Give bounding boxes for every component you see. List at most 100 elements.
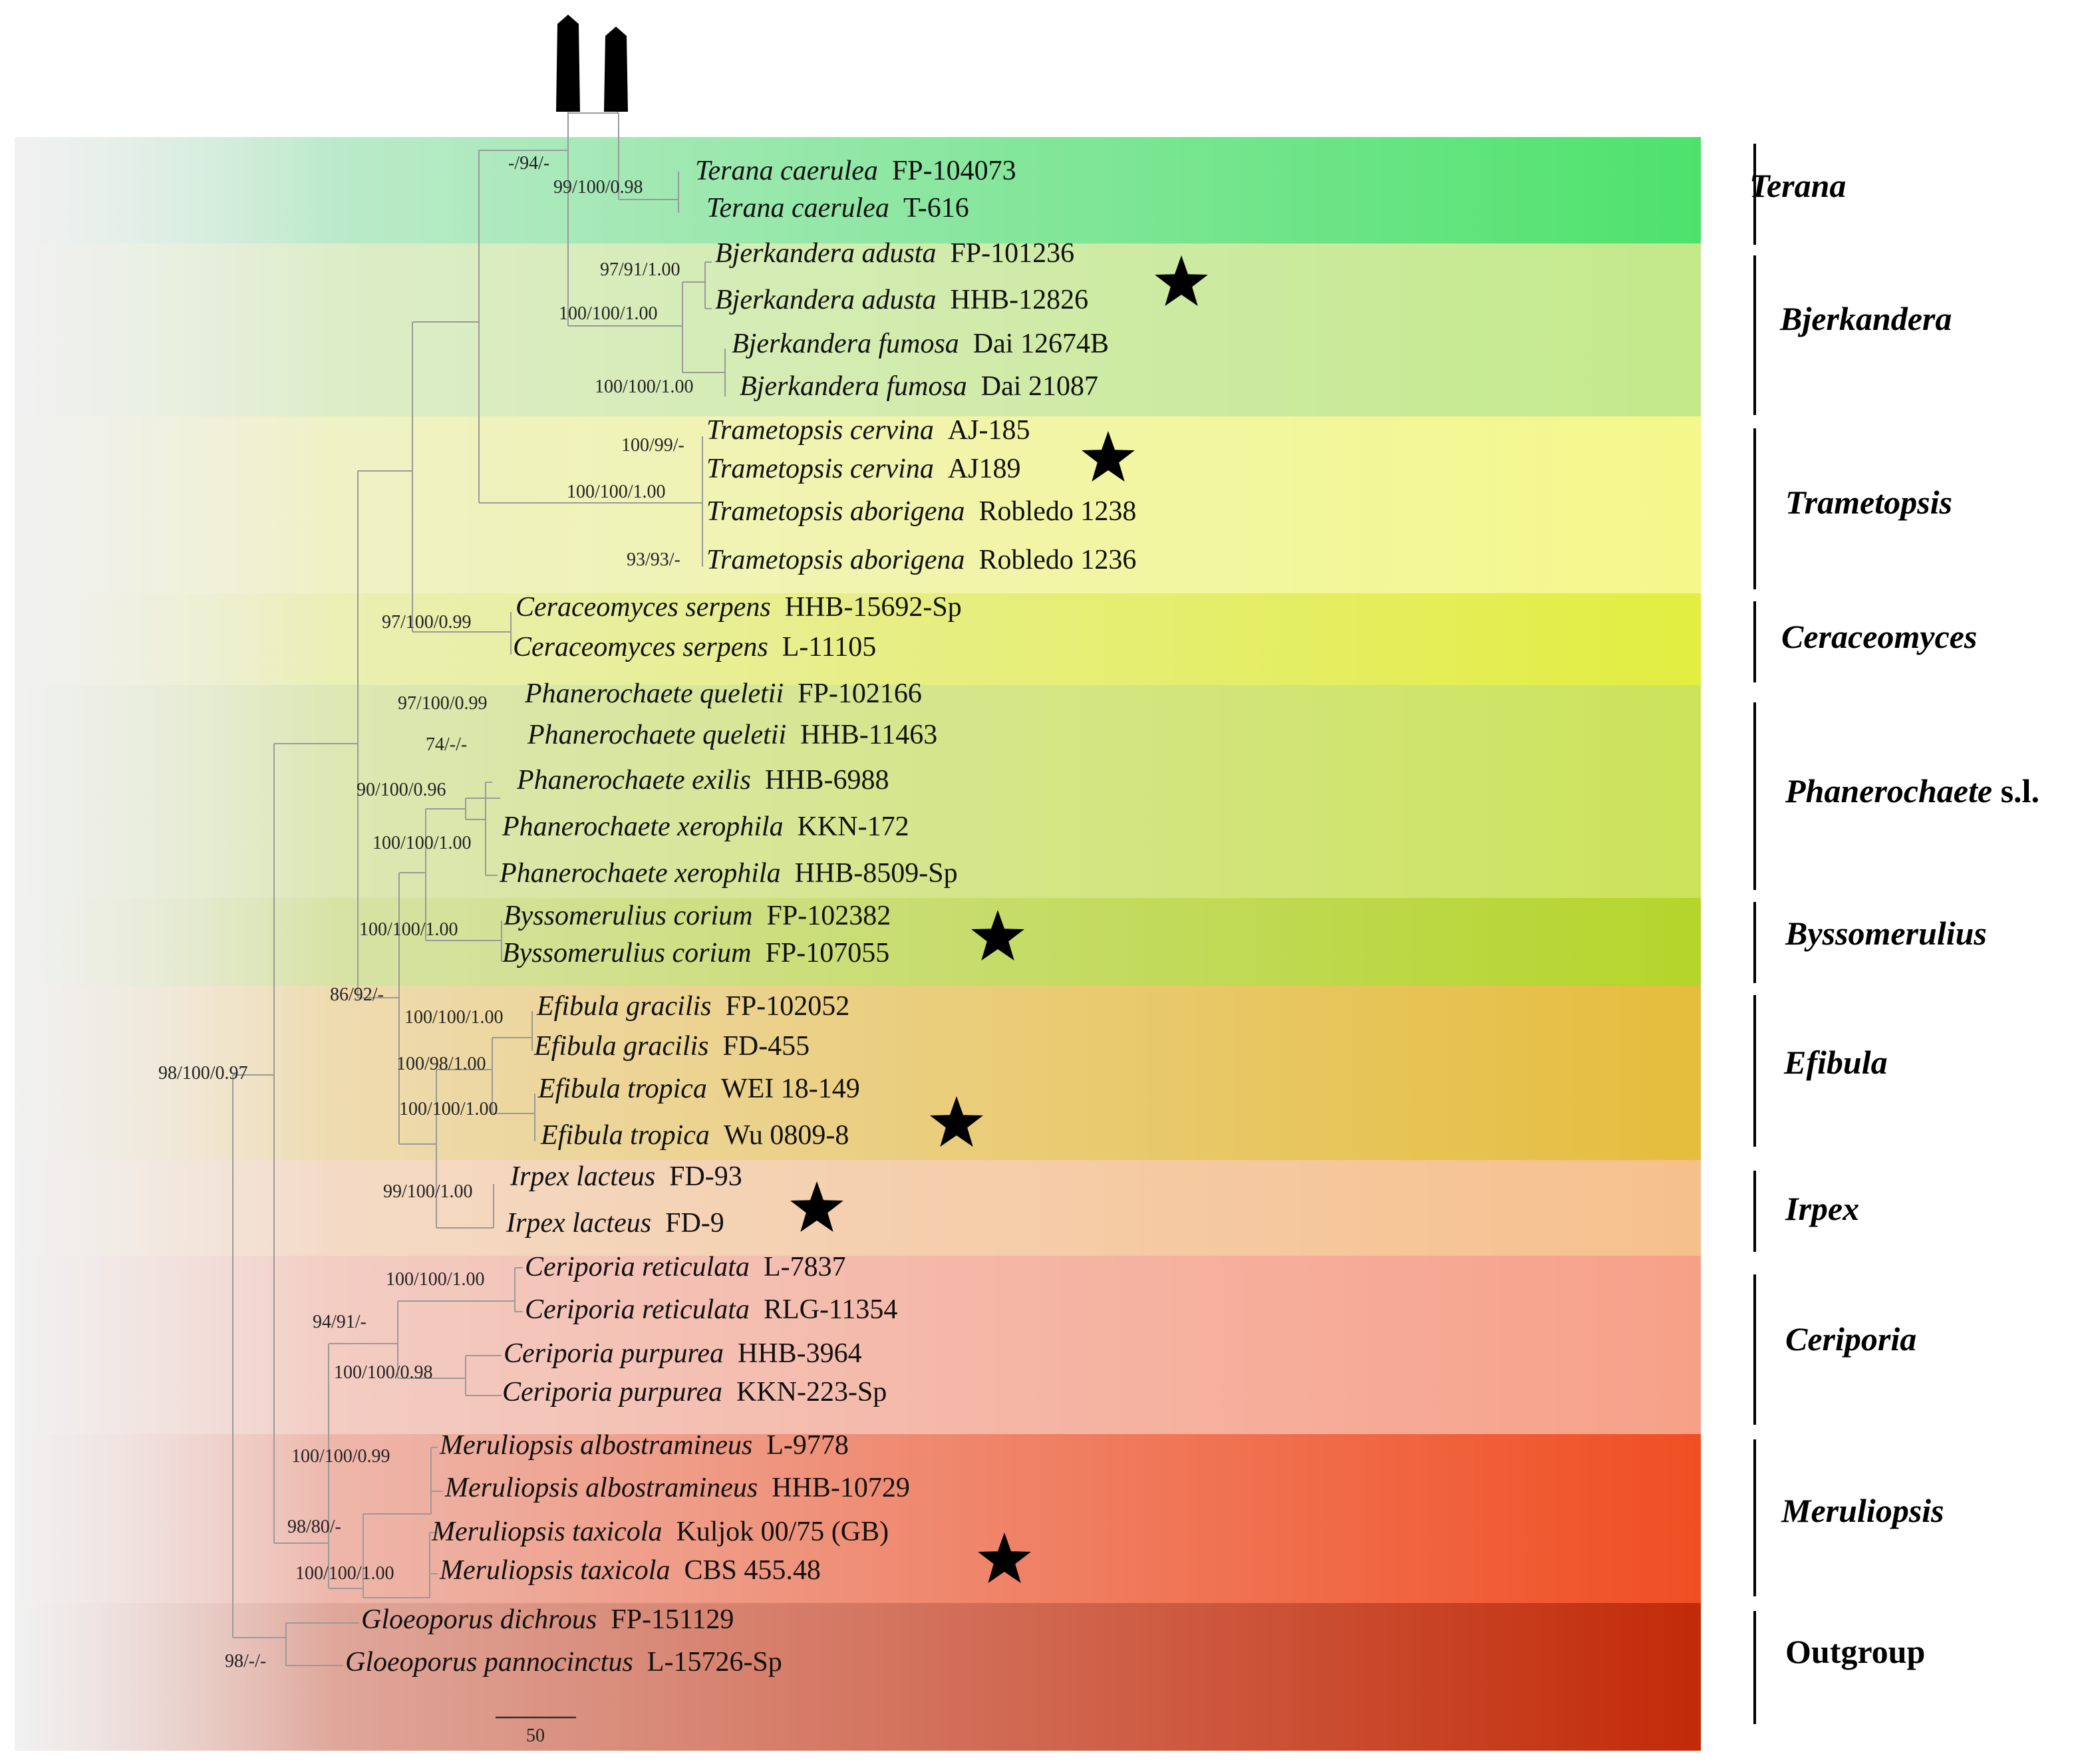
left-fade [15, 137, 334, 1751]
support-value: 100/98/1.00 [396, 1054, 486, 1074]
support-value: 93/93/- [627, 549, 680, 570]
support-value: 100/100/1.00 [404, 1007, 504, 1028]
taxon-species: Ceriporia reticulata [525, 1252, 750, 1282]
taxon-code: Wu 0809-8 [710, 1120, 849, 1151]
taxon-label: Irpex lacteus FD-9 [506, 1208, 724, 1239]
taxon-species: Efibula gracilis [533, 1031, 709, 1062]
taxon-code: FD-9 [651, 1208, 724, 1239]
taxon-label: Meruliopsis taxicola Kuljok 00/75 (GB) [431, 1517, 889, 1547]
clade-name: Trametopsis [1785, 484, 1952, 521]
taxon-species: Irpex lacteus [506, 1208, 651, 1239]
taxon-label: Byssomerulius corium FP-102382 [504, 901, 891, 931]
tree-branches [232, 100, 726, 1666]
taxon-label: Trametopsis aborigena Robledo 1238 [706, 496, 1136, 527]
taxon-species: Phanerochaete xerophila [502, 811, 784, 842]
taxon-label: Terana caerulea T-616 [706, 193, 969, 223]
clade-label: Efibula [1783, 1044, 1888, 1081]
taxon-label: Efibula gracilis FD-455 [533, 1031, 810, 1062]
support-value: -/94/- [508, 153, 549, 174]
taxon-species: Ceraceomyces serpens [513, 632, 768, 662]
taxon-label: Terana caerulea FP-104073 [695, 156, 1016, 186]
taxon-code: FP-101236 [936, 238, 1074, 269]
taxon-label: Ceraceomyces serpens HHB-15692-Sp [516, 592, 962, 623]
long-branch-arrows [556, 15, 628, 112]
taxon-code: Robledo 1238 [965, 496, 1137, 527]
support-value: 100/100/0.98 [334, 1362, 433, 1383]
clade-name: Meruliopsis [1781, 1492, 1944, 1529]
taxon-label: Ceriporia reticulata L-7837 [525, 1252, 846, 1282]
clade-suffix: s.l. [1992, 772, 2039, 809]
taxon-code: AJ-185 [934, 415, 1030, 446]
support-value: 98/100/0.97 [158, 1063, 248, 1084]
taxon-species: Terana caerulea [695, 156, 878, 186]
support-value: 100/100/1.00 [559, 303, 658, 324]
taxon-code: CBS 455.48 [670, 1555, 820, 1586]
taxon-code: L-11105 [768, 632, 877, 662]
taxon-code: HHB-10729 [758, 1473, 910, 1503]
taxon-species: Efibula tropica [540, 1120, 710, 1151]
support-value: 100/100/1.00 [595, 376, 694, 397]
taxon-species: Ceriporia purpurea [502, 1377, 722, 1407]
taxon-label: Efibula tropica WEI 18-149 [537, 1074, 860, 1104]
clade-name: Ceraceomyces [1781, 618, 1977, 655]
taxon-label: Meruliopsis taxicola CBS 455.48 [439, 1555, 821, 1586]
taxon-label: Bjerkandera fumosa Dai 12674B [732, 329, 1109, 359]
support-value: 99/100/1.00 [383, 1181, 473, 1202]
taxon-label: Phanerochaete exilis HHB-6988 [516, 765, 889, 796]
taxon-code: L-9778 [752, 1430, 849, 1461]
support-value: 74/-/- [426, 734, 467, 755]
star-icon [1082, 431, 1135, 482]
taxon-code: HHB-8509-Sp [781, 858, 958, 889]
taxon-code: HHB-6988 [751, 765, 889, 796]
clade-name: Ceriporia [1785, 1320, 1916, 1358]
taxon-label: Byssomerulius corium FP-107055 [502, 938, 889, 968]
taxon-label: Meruliopsis albostramineus L-9778 [439, 1430, 849, 1461]
taxon-species: Trametopsis aborigena [706, 496, 965, 527]
scale-bar-label: 50 [526, 1725, 545, 1746]
clade-name: Irpex [1785, 1190, 1859, 1227]
star-icon [971, 910, 1024, 960]
taxon-species: Gloeoporus dichrous [361, 1604, 597, 1635]
clade-label: Ceraceomyces [1781, 618, 1977, 655]
taxon-code: Dai 21087 [967, 371, 1098, 402]
taxon-label: Irpex lacteus FD-93 [510, 1161, 742, 1192]
taxon-code: KKN-172 [784, 811, 909, 842]
taxon-species: Irpex lacteus [510, 1161, 655, 1192]
taxon-label: Bjerkandera adusta FP-101236 [715, 238, 1074, 269]
clade-name: Bjerkandera [1779, 300, 1952, 337]
support-value: 86/92/- [330, 984, 384, 1005]
star-icon [930, 1096, 983, 1147]
clade-label: Terana [1749, 167, 1846, 204]
new-record-stars [790, 255, 1208, 1583]
arrow-up-icon [556, 15, 580, 112]
taxon-label: Trametopsis aborigena Robledo 1236 [706, 545, 1136, 575]
clade-name: Byssomerulius [1785, 915, 1987, 952]
taxon-code: FP-151129 [597, 1604, 734, 1635]
taxon-species: Ceraceomyces serpens [516, 592, 771, 623]
taxon-species: Ceriporia purpurea [504, 1338, 724, 1369]
taxon-species: Trametopsis cervina [706, 454, 934, 484]
taxon-species: Phanerochaete xerophila [499, 858, 781, 889]
support-value: 97/100/0.99 [398, 693, 488, 714]
taxon-label: Trametopsis cervina AJ-185 [706, 415, 1030, 446]
taxon-code: FD-93 [655, 1161, 742, 1192]
taxon-code: L-7837 [750, 1252, 846, 1282]
clade-label: Irpex [1785, 1190, 1859, 1227]
taxon-species: Bjerkandera adusta [715, 238, 936, 269]
taxon-code: RLG-11354 [750, 1294, 897, 1325]
taxon-code: Robledo 1236 [965, 545, 1137, 575]
taxon-species: Gloeoporus pannocinctus [345, 1647, 633, 1678]
clade-name: Phanerochaete [1785, 772, 1992, 809]
taxon-species: Meruliopsis taxicola [439, 1555, 670, 1586]
support-value: 100/100/1.00 [399, 1099, 498, 1119]
taxon-species: Meruliopsis albostramineus [439, 1430, 752, 1461]
star-icon [978, 1533, 1031, 1583]
taxon-code: FD-455 [709, 1031, 810, 1062]
taxon-label: Efibula tropica Wu 0809-8 [540, 1120, 849, 1151]
taxon-code: L-15726-Sp [633, 1647, 782, 1678]
taxon-species: Trametopsis cervina [706, 415, 934, 446]
taxon-species: Phanerochaete queletii [527, 720, 786, 750]
taxon-species: Efibula tropica [537, 1074, 707, 1104]
clade-label: Ceriporia [1785, 1320, 1916, 1358]
scale-bar: 50 [496, 1716, 576, 1746]
